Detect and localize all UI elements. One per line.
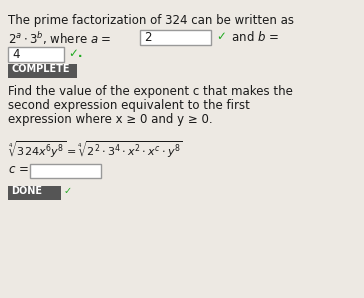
Text: and $b$ =: and $b$ = [228,30,280,44]
Text: $2^a \cdot 3^b$, where $a$ =: $2^a \cdot 3^b$, where $a$ = [8,30,113,47]
Text: Find the value of the exponent c that makes the: Find the value of the exponent c that ma… [8,85,293,98]
Text: DONE: DONE [11,186,42,196]
FancyBboxPatch shape [139,30,210,44]
FancyBboxPatch shape [8,63,76,77]
Text: $c$ =: $c$ = [8,163,30,176]
Text: ✓: ✓ [64,186,72,196]
FancyBboxPatch shape [8,185,60,199]
Text: 4: 4 [12,48,20,61]
Text: $\sqrt[4]{324x^6y^8} = \sqrt[4]{2^2 \cdot 3^4 \cdot x^2 \cdot x^c \cdot y^8}$: $\sqrt[4]{324x^6y^8} = \sqrt[4]{2^2 \cdo… [8,140,183,160]
Text: The prime factorization of 324 can be written as: The prime factorization of 324 can be wr… [8,14,294,27]
Text: ✓.: ✓. [68,47,83,60]
Text: second expression equivalent to the first: second expression equivalent to the firs… [8,99,250,112]
Text: COMPLETE: COMPLETE [11,64,70,74]
Text: 2: 2 [144,31,151,44]
FancyBboxPatch shape [8,46,63,61]
FancyBboxPatch shape [29,164,100,178]
Text: ✓: ✓ [216,30,226,43]
Text: expression where x ≥ 0 and y ≥ 0.: expression where x ≥ 0 and y ≥ 0. [8,113,213,126]
